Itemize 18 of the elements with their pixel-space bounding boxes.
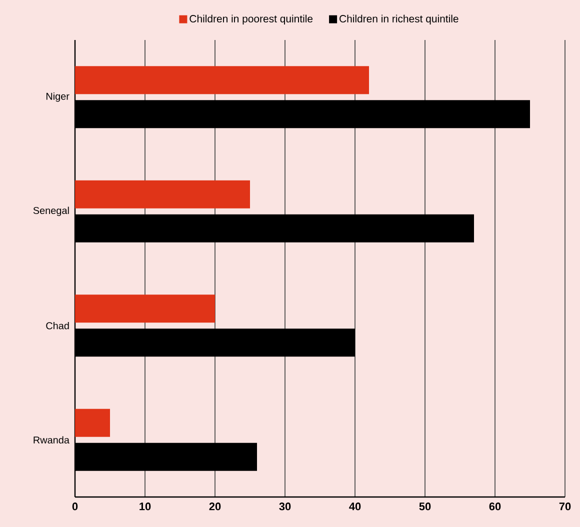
- x-tick-label: 40: [349, 502, 361, 510]
- x-tick-label: 60: [489, 502, 501, 510]
- bar: [75, 408, 110, 437]
- y-tick-label: Rwanda: [34, 436, 70, 444]
- y-tick-label: Niger: [46, 92, 70, 102]
- x-tick-label: 50: [419, 502, 431, 510]
- x-tick-label: 10: [140, 502, 151, 510]
- y-tick-label: Chad: [46, 322, 69, 330]
- bar: [75, 294, 215, 323]
- legend-label: Children in poorest quintile: [190, 14, 313, 24]
- x-tick-label: 30: [279, 502, 291, 510]
- legend-label: Children in richest quintile: [340, 14, 458, 24]
- bar: [75, 66, 370, 94]
- x-tick-label: 20: [209, 502, 221, 510]
- x-tick-label: 0: [72, 502, 78, 510]
- x-tick-label: 70: [559, 502, 571, 510]
- y-tick-label: Senegal: [33, 206, 69, 216]
- bar: [75, 180, 250, 208]
